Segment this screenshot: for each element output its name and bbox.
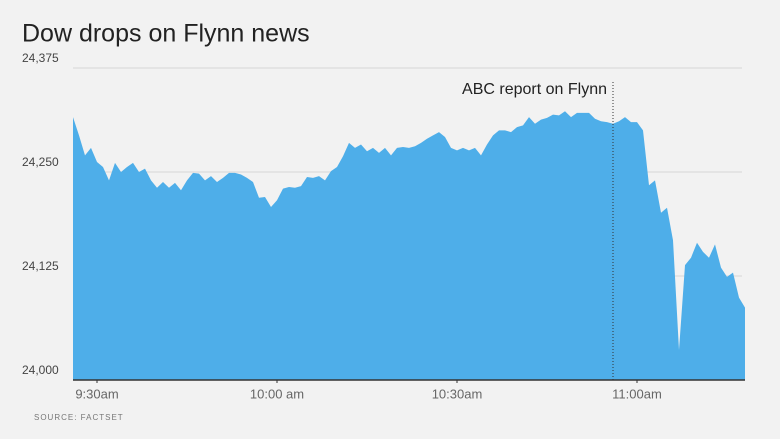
y-tick-label: 24,000 <box>22 363 59 377</box>
y-tick-label: 24,125 <box>22 259 59 273</box>
area <box>73 111 745 380</box>
x-tick-label: 9:30am <box>75 386 118 401</box>
chart-title: Dow drops on Flynn news <box>22 20 310 48</box>
y-tick-label: 24,250 <box>22 155 59 169</box>
x-tick-label: 10:00 am <box>250 386 304 401</box>
y-tick-label: 24,375 <box>22 51 59 65</box>
x-tick-label: 11:00am <box>612 386 662 401</box>
x-tick-label: 10:30am <box>432 386 483 401</box>
annotation-label: ABC report on Flynn <box>462 81 607 98</box>
source: SOURCE: FACTSET <box>34 413 124 422</box>
